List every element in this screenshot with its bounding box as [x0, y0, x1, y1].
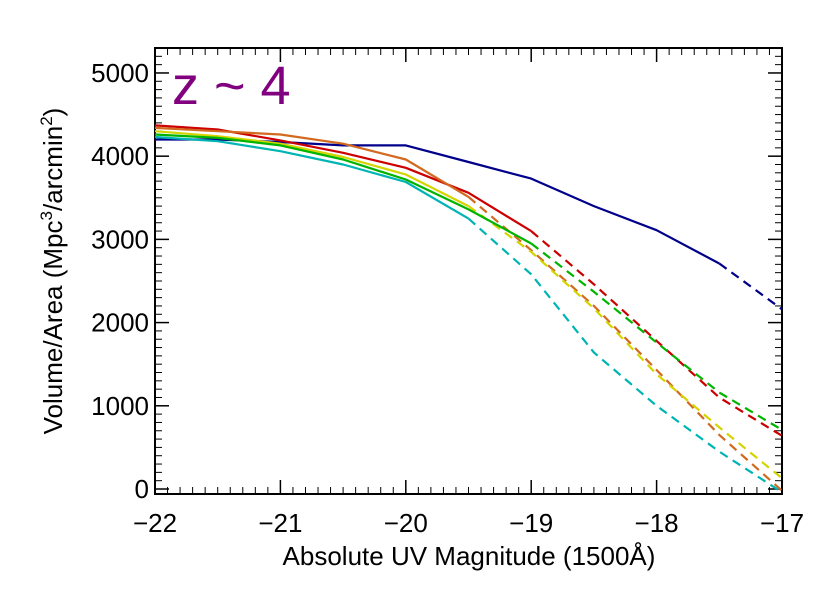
y-tick-label: 5000 — [91, 58, 149, 88]
series-line-dashed-2 — [467, 196, 783, 492]
x-axis-title: Absolute UV Magnitude (1500Å) — [283, 541, 656, 571]
series-line-dashed-4 — [530, 242, 783, 431]
y-tick-label: 1000 — [91, 391, 149, 421]
y-axis-title-sup2: 2 — [37, 116, 56, 125]
y-tick-label: 2000 — [91, 308, 149, 338]
y-tick-label: 4000 — [91, 141, 149, 171]
chart-annotation: z ~ 4 — [172, 56, 291, 116]
series-line-solid-5 — [154, 135, 470, 220]
series-line-solid-4 — [154, 133, 532, 245]
series-line-dashed-3 — [467, 205, 783, 480]
y-axis-title-sup1: 3 — [37, 211, 56, 220]
y-axis-title-mid: /arcmin — [38, 126, 68, 211]
series-line-solid-3 — [154, 130, 469, 208]
series-line-solid-1 — [154, 124, 532, 233]
series-line-dashed-1 — [530, 230, 783, 437]
x-tick-label: −19 — [509, 508, 553, 538]
series-line-dashed-0 — [718, 262, 783, 311]
tick-labels: −22 −21 −20 −19 −18 −17 0 1000 2000 3000 4000 5000 — [91, 58, 804, 538]
x-tick-label: −21 — [258, 508, 302, 538]
y-axis-title: Volume/Area (Mpc3/arcmin2) — [37, 108, 68, 435]
y-tick-label: 0 — [135, 474, 149, 504]
y-tick-label: 3000 — [91, 224, 149, 254]
x-tick-label: −18 — [635, 508, 679, 538]
series-line-solid-2 — [154, 126, 470, 198]
y-axis-title-pre: Volume/Area (Mpc — [38, 220, 68, 434]
x-tick-label: −20 — [384, 508, 428, 538]
y-axis-title-post: ) — [38, 108, 68, 117]
series-layer — [154, 124, 783, 494]
series-line-dashed-5 — [467, 217, 783, 494]
x-tick-label: −17 — [760, 508, 804, 538]
x-tick-label: −22 — [133, 508, 177, 538]
